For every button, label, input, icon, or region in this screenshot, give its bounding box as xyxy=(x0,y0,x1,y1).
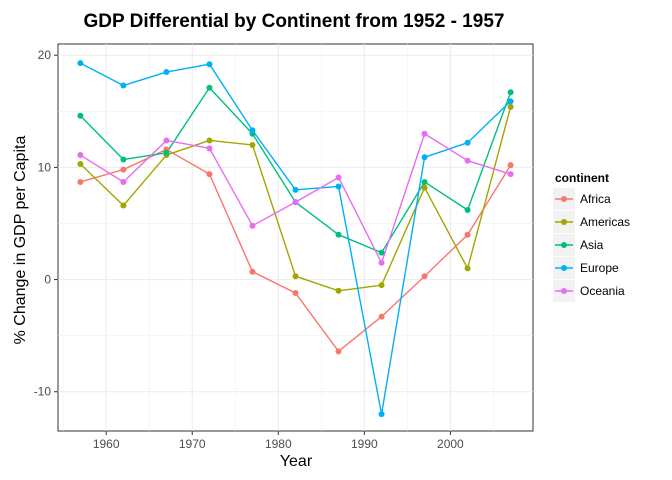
x-tick-label: 1980 xyxy=(265,437,292,451)
plot-panel xyxy=(57,43,534,432)
data-point-europe xyxy=(378,411,385,418)
chart-title: GDP Differential by Continent from 1952 … xyxy=(84,11,505,32)
legend-key-point xyxy=(561,196,567,202)
data-point-oceania xyxy=(163,137,170,144)
x-tick-label: 1960 xyxy=(93,437,120,451)
y-tick-label: 0 xyxy=(44,273,51,287)
x-axis: 1960 1970 1980 1990 2000 xyxy=(93,431,464,451)
legend-title: continent xyxy=(555,171,609,185)
data-point-oceania xyxy=(292,199,299,206)
data-point-americas xyxy=(507,103,514,110)
data-point-oceania xyxy=(507,171,514,178)
data-point-oceania xyxy=(421,130,428,137)
legend-item-oceania: Oceania xyxy=(553,280,625,302)
data-point-americas xyxy=(292,273,299,280)
legend-label-africa: Africa xyxy=(580,192,611,206)
data-point-asia xyxy=(77,112,84,119)
y-tick-label: -10 xyxy=(34,385,52,399)
data-point-oceania xyxy=(464,157,471,164)
series-points xyxy=(77,60,514,418)
data-point-africa xyxy=(120,166,127,173)
data-point-africa xyxy=(249,268,256,275)
legend-key-point xyxy=(561,219,567,225)
data-point-europe xyxy=(507,98,514,105)
data-point-oceania xyxy=(249,222,256,229)
data-point-asia xyxy=(206,84,213,91)
data-point-europe xyxy=(206,61,213,68)
data-point-africa xyxy=(206,171,213,178)
data-point-americas xyxy=(120,202,127,209)
data-point-europe xyxy=(163,69,170,76)
legend-label-europe: Europe xyxy=(580,261,619,275)
data-point-europe xyxy=(335,183,342,190)
legend-label-asia: Asia xyxy=(580,238,604,252)
data-point-oceania xyxy=(120,178,127,185)
data-point-europe xyxy=(249,127,256,134)
legend-item-africa: Africa xyxy=(553,188,611,210)
data-point-africa xyxy=(507,162,514,169)
legend: continent Africa Americas Asia Europe Oceani… xyxy=(553,171,630,302)
data-point-europe xyxy=(464,139,471,146)
data-point-oceania xyxy=(77,152,84,159)
data-point-americas xyxy=(421,184,428,191)
data-point-africa xyxy=(292,290,299,297)
legend-item-americas: Americas xyxy=(553,211,630,233)
minor-gridlines xyxy=(58,44,533,431)
legend-label-oceania: Oceania xyxy=(580,284,625,298)
data-point-americas xyxy=(464,265,471,272)
data-point-asia xyxy=(120,156,127,163)
data-point-americas xyxy=(206,137,213,144)
x-tick-label: 1990 xyxy=(351,437,378,451)
data-point-oceania xyxy=(378,259,385,266)
x-tick-label: 1970 xyxy=(179,437,206,451)
legend-item-europe: Europe xyxy=(553,257,619,279)
legend-label-americas: Americas xyxy=(580,215,630,229)
y-axis-title: % Change in GDP per Capita xyxy=(12,136,29,345)
data-point-asia xyxy=(464,207,471,214)
data-point-asia xyxy=(335,231,342,238)
legend-key-point xyxy=(561,265,567,271)
legend-key-point xyxy=(561,242,567,248)
legend-key-point xyxy=(561,288,567,294)
data-point-americas xyxy=(77,161,84,168)
data-point-europe xyxy=(421,154,428,161)
data-point-oceania xyxy=(335,174,342,181)
data-point-africa xyxy=(421,273,428,280)
data-point-asia xyxy=(421,178,428,185)
data-point-africa xyxy=(77,178,84,185)
data-point-africa xyxy=(378,313,385,320)
y-tick-label: 20 xyxy=(38,48,52,62)
data-point-africa xyxy=(335,348,342,355)
data-point-asia xyxy=(378,249,385,256)
x-tick-label: 2000 xyxy=(437,437,464,451)
data-point-americas xyxy=(335,287,342,294)
data-point-oceania xyxy=(206,145,213,152)
data-point-europe xyxy=(77,60,84,67)
data-point-asia xyxy=(163,149,170,156)
legend-item-asia: Asia xyxy=(553,234,604,256)
data-point-africa xyxy=(464,231,471,238)
data-point-asia xyxy=(507,89,514,96)
x-axis-title: Year xyxy=(280,453,313,470)
data-point-europe xyxy=(292,186,299,193)
data-point-europe xyxy=(120,82,127,89)
data-point-americas xyxy=(249,141,256,148)
y-axis: -10 0 10 20 xyxy=(34,48,58,399)
y-tick-label: 10 xyxy=(38,160,52,174)
data-point-americas xyxy=(378,282,385,289)
